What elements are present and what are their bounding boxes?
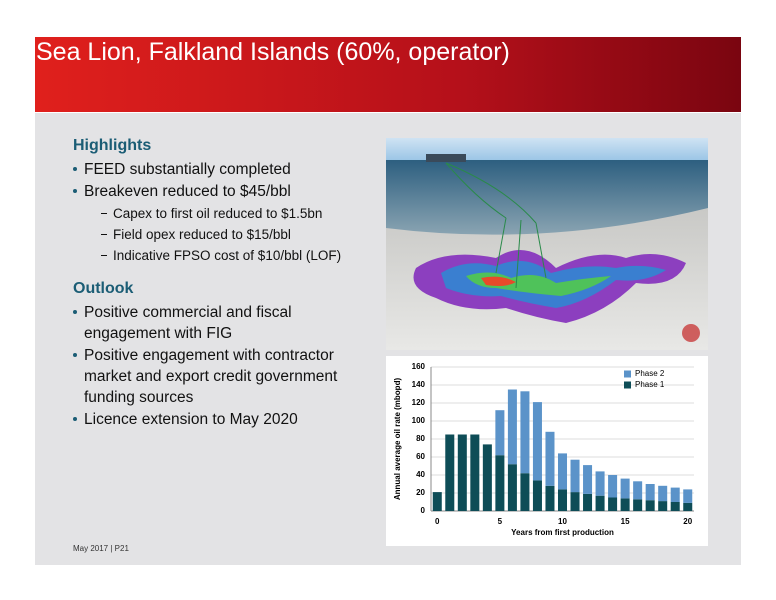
sub-dash: [101, 213, 107, 214]
bar-segment: [520, 473, 530, 511]
bullet-dot: [73, 417, 77, 421]
y-tick-label: 60: [416, 452, 425, 461]
bar-segment: [645, 484, 655, 501]
legend-label: Phase 2: [635, 369, 665, 378]
bar-segment: [670, 502, 680, 511]
bar-segment: [457, 434, 467, 511]
bar-segment: [470, 434, 480, 511]
bar-segment: [557, 489, 568, 511]
bar-segment: [633, 499, 643, 511]
y-tick-label: 80: [416, 434, 425, 443]
y-tick-label: 100: [412, 416, 426, 425]
bullet-text: Breakeven reduced to $45/bbl: [84, 183, 291, 200]
section-heading: Outlook: [73, 280, 134, 297]
x-axis-label: Years from first production: [511, 528, 614, 537]
legend-label: Phase 1: [635, 380, 665, 389]
legend-swatch: [624, 381, 631, 389]
footer: May 2017 | P21: [73, 544, 129, 553]
bullet-text: Highlights FEED substantially completed Br…: [73, 137, 373, 431]
production-chart: 0 20 40 60 80 100 120 140 160 0 5 10 15 20 Years from …: [386, 356, 708, 546]
bar-segment: [683, 489, 693, 503]
bar-segment: [532, 402, 542, 481]
bar-segment: [445, 434, 455, 511]
bullet-text: FEED substantially completed: [84, 161, 291, 178]
bullet-item: Positive commercial and fiscal engagemen…: [73, 302, 373, 344]
x-tick-label: 0: [435, 517, 440, 526]
bar-segment: [570, 459, 580, 493]
bar-segment: [507, 464, 517, 511]
bar-segment: [595, 471, 605, 496]
bullet-item: Licence extension to May 2020: [73, 409, 373, 430]
bar-segment: [583, 493, 593, 511]
bar-segment: [507, 389, 517, 465]
bar-segment: [545, 485, 555, 511]
y-tick-label: 20: [416, 488, 425, 497]
bar-segment: [495, 455, 505, 511]
sub-item: Indicative FPSO cost of $10/bbl (LOF): [73, 245, 373, 266]
sub-item: Capex to first oil reduced to $1.5bn: [73, 203, 373, 224]
bar-segment: [658, 485, 668, 502]
bullet-dot: [73, 310, 77, 314]
field-illustration: [386, 138, 708, 350]
sub-dash: [101, 255, 107, 256]
bar-segment: [608, 475, 618, 498]
bar-segment: [595, 495, 605, 511]
bar-segment: [658, 501, 668, 511]
bar-segment: [670, 487, 680, 502]
x-tick-label: 20: [683, 517, 692, 526]
bar-segment: [520, 391, 530, 474]
bar-segment: [620, 498, 630, 511]
y-tick-label: 160: [412, 362, 426, 371]
sub-item-text: Indicative FPSO cost of $10/bbl (LOF): [113, 248, 342, 263]
x-tick-label: 5: [498, 517, 503, 526]
title-banner: [35, 37, 741, 112]
bar-segment: [645, 500, 655, 511]
bullet-item: Positive engagement with contractor mark…: [73, 345, 373, 408]
x-tick-label: 15: [621, 517, 630, 526]
sub-item-text: Field opex reduced to $15/bbl: [113, 227, 291, 242]
y-tick-label: 0: [421, 506, 426, 515]
bullet-text: Positive commercial and fiscal engagemen…: [84, 304, 292, 342]
bullet-text: Positive engagement with contractor mark…: [84, 347, 338, 406]
sub-item: Field opex reduced to $15/bbl: [73, 224, 373, 245]
y-tick-label: 40: [416, 470, 425, 479]
section-heading: Highlights: [73, 137, 152, 154]
bar-segment: [583, 465, 593, 494]
bar-segment: [683, 502, 693, 511]
legend-swatch: [624, 370, 631, 378]
y-axis-label: Annual average oil rate (mbopd): [393, 378, 402, 501]
bar-segment: [620, 478, 630, 499]
bar-segment: [608, 497, 618, 511]
bar-segment: [570, 492, 580, 511]
bullet-dot: [73, 167, 77, 171]
bar-segment: [532, 480, 542, 511]
sub-dash: [101, 234, 107, 235]
bar-segment: [545, 431, 555, 486]
bar-segment: [633, 481, 643, 500]
y-tick-label: 120: [412, 398, 426, 407]
slide-title: Sea Lion, Falkland Islands (60%, operato…: [36, 38, 510, 66]
bullet-item: FEED substantially completed: [73, 159, 373, 180]
x-tick-label: 10: [558, 517, 567, 526]
bullet-dot: [73, 189, 77, 193]
y-tick-label: 140: [412, 380, 426, 389]
sub-item-text: Capex to first oil reduced to $1.5bn: [113, 206, 323, 221]
content-area: Highlights FEED substantially completed Br…: [35, 113, 741, 565]
bar-segment: [432, 492, 442, 511]
bullet-text: Licence extension to May 2020: [84, 411, 298, 428]
bullet-item: Breakeven reduced to $45/bbl: [73, 181, 373, 202]
bar-segment: [495, 410, 505, 456]
bar-segment: [557, 453, 568, 490]
bar-segment: [482, 444, 492, 511]
bullet-dot: [73, 353, 77, 357]
